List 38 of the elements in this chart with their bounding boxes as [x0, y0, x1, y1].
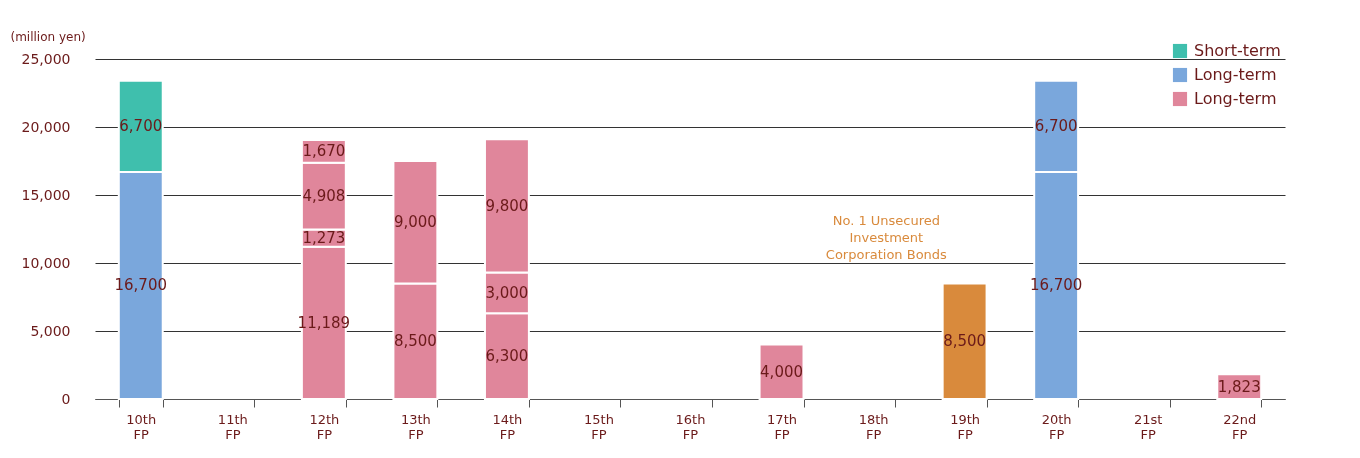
x-tick-label: 15th FP	[584, 411, 614, 442]
data-label: 9,000	[393, 213, 437, 232]
x-tick-label: 10th FP	[126, 411, 157, 442]
x-tick-label: 17th FP	[767, 411, 797, 442]
data-label: 8,500	[943, 332, 987, 351]
x-tick-label: 18th FP	[858, 411, 889, 442]
data-label: 9,800	[485, 196, 529, 215]
data-label: 3,000	[485, 283, 529, 302]
x-tick-label: 14th FP	[492, 411, 523, 442]
x-tick-label: 16th FP	[675, 411, 706, 442]
legend-label: Long-term	[1194, 65, 1277, 84]
data-label: 1,823	[1217, 377, 1261, 396]
y-tick-label: 25,000	[21, 50, 71, 67]
legend-label: Long-term	[1194, 89, 1277, 108]
x-tick-label: 19th FP	[950, 411, 981, 442]
x-tick-label: 12th FP	[309, 411, 340, 442]
legend-label: Short-term	[1194, 41, 1281, 60]
y-tick-label: 20,000	[21, 118, 71, 135]
data-label: 4,000	[760, 362, 804, 381]
data-label: 8,500	[393, 332, 437, 351]
x-tick-label: 21st FP	[1133, 411, 1163, 442]
x-tick-label: 22nd FP	[1223, 411, 1257, 442]
y-tick-label: 10,000	[21, 254, 71, 271]
x-tick-label: 20th FP	[1041, 411, 1072, 442]
y-axis-title: (million yen)	[10, 29, 86, 44]
y-tick-label: 5,000	[30, 322, 71, 339]
y-tick-label: 15,000	[21, 186, 71, 203]
x-tick-label: 13th FP	[400, 411, 431, 442]
annotation: No. 1 Unsecured Investment Corporation Bonds	[825, 213, 948, 263]
data-label: 6,700	[119, 117, 163, 136]
bar	[941, 282, 988, 400]
x-tick-label: 11th FP	[217, 411, 248, 442]
data-label: 1,670	[302, 142, 346, 161]
data-label: 6,700	[1034, 117, 1078, 136]
data-label: 1,273	[302, 229, 346, 248]
data-label: 6,300	[485, 347, 529, 366]
data-label: 4,908	[302, 187, 346, 206]
y-tick-label: 0	[61, 390, 71, 407]
